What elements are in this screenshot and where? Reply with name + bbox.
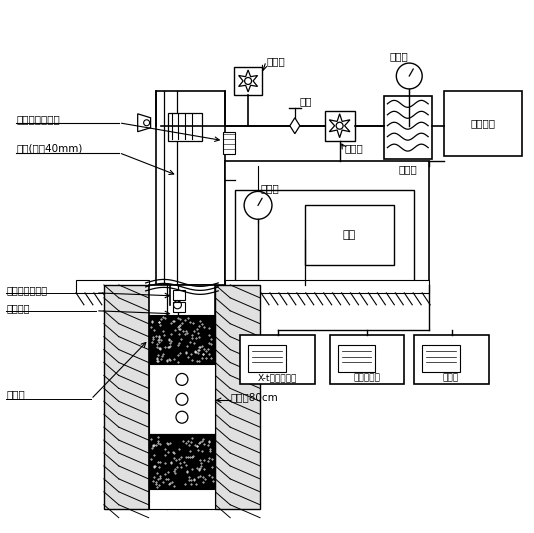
Text: 水泵: 水泵 bbox=[343, 230, 356, 240]
Text: X-t数据记录仪: X-t数据记录仪 bbox=[257, 373, 296, 382]
Bar bbox=[104, 285, 148, 508]
Bar bbox=[234, 67, 262, 95]
Bar bbox=[215, 285, 260, 508]
Text: 压力表: 压力表 bbox=[390, 51, 409, 61]
Text: 钢管(内径40mm): 钢管(内径40mm) bbox=[17, 143, 83, 154]
Bar bbox=[223, 132, 235, 154]
Text: 计算机: 计算机 bbox=[443, 373, 459, 382]
Bar bbox=[337, 345, 375, 373]
Text: 封隔器: 封隔器 bbox=[6, 389, 25, 399]
Bar bbox=[174, 290, 185, 300]
Bar bbox=[422, 345, 460, 373]
Text: 高压水泵: 高压水泵 bbox=[470, 118, 496, 128]
Bar bbox=[240, 335, 315, 384]
Circle shape bbox=[144, 120, 150, 126]
Text: 流量计: 流量计 bbox=[266, 56, 285, 66]
Text: 阀门: 阀门 bbox=[300, 96, 312, 106]
Bar bbox=[329, 335, 404, 384]
Bar bbox=[248, 345, 286, 373]
Text: 蓄能器: 蓄能器 bbox=[399, 165, 418, 174]
Polygon shape bbox=[138, 114, 151, 132]
Text: 磁带记录仪: 磁带记录仪 bbox=[353, 373, 380, 382]
Text: 压力表: 压力表 bbox=[260, 183, 279, 193]
Bar bbox=[325, 111, 355, 141]
Bar bbox=[444, 91, 522, 156]
Bar bbox=[148, 365, 215, 434]
Bar bbox=[148, 489, 215, 508]
Bar bbox=[305, 205, 394, 265]
Bar bbox=[76, 280, 148, 293]
Text: 试验段80cm: 试验段80cm bbox=[230, 392, 278, 402]
Text: 井下阀门: 井下阀门 bbox=[6, 303, 30, 313]
Text: 井下压力传感器: 井下压力传感器 bbox=[6, 285, 48, 295]
Bar bbox=[148, 285, 215, 508]
Text: 地面压力传感器: 地面压力传感器 bbox=[17, 114, 60, 124]
Bar bbox=[384, 96, 432, 158]
Bar bbox=[148, 434, 215, 489]
Bar bbox=[155, 91, 225, 285]
Bar bbox=[225, 280, 429, 293]
Text: 流量计: 流量计 bbox=[344, 143, 363, 154]
Bar bbox=[225, 160, 429, 285]
Bar bbox=[414, 335, 489, 384]
Bar bbox=[235, 190, 414, 285]
Bar bbox=[168, 113, 202, 141]
Bar bbox=[174, 302, 185, 312]
Polygon shape bbox=[290, 118, 300, 134]
Bar bbox=[148, 315, 215, 365]
